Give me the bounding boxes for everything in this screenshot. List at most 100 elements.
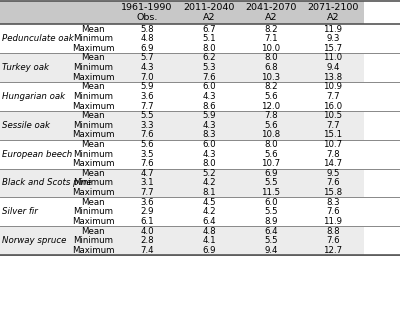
Text: 5.1: 5.1 [202, 34, 216, 43]
Text: 10.7: 10.7 [262, 159, 280, 168]
Bar [0, 188, 364, 198]
Text: 5.8: 5.8 [140, 25, 154, 33]
Bar [0, 236, 364, 246]
Bar [0, 53, 364, 63]
Text: 5.6: 5.6 [264, 149, 278, 159]
Bar [0, 130, 364, 140]
Text: 4.0: 4.0 [140, 227, 154, 235]
Text: 9.4: 9.4 [326, 63, 340, 72]
Text: 6.7: 6.7 [202, 25, 216, 33]
Text: 7.6: 7.6 [140, 131, 154, 139]
Text: Maximum: Maximum [72, 73, 114, 82]
Text: 9.3: 9.3 [326, 34, 340, 43]
Text: Mean: Mean [81, 53, 105, 62]
Text: 5.6: 5.6 [264, 121, 278, 130]
Text: 14.7: 14.7 [324, 159, 342, 168]
Text: 7.8: 7.8 [264, 111, 278, 120]
Text: 7.0: 7.0 [140, 73, 154, 82]
Text: 10.3: 10.3 [262, 73, 280, 82]
Text: Minimum: Minimum [73, 149, 113, 159]
Text: 6.0: 6.0 [202, 140, 216, 149]
Text: 3.5: 3.5 [140, 149, 154, 159]
Text: 7.7: 7.7 [140, 188, 154, 197]
Text: Sessile oak: Sessile oak [2, 121, 50, 130]
Text: Maximum: Maximum [72, 131, 114, 139]
Text: Silver fir: Silver fir [2, 207, 38, 216]
Text: 10.0: 10.0 [262, 44, 280, 53]
Text: Maximum: Maximum [72, 44, 114, 53]
Text: 8.0: 8.0 [264, 140, 278, 149]
Bar [0, 178, 364, 188]
Text: Mean: Mean [81, 111, 105, 120]
Bar [0, 168, 364, 178]
Text: 8.0: 8.0 [264, 53, 278, 62]
Bar [0, 63, 364, 72]
Text: Maximum: Maximum [72, 217, 114, 226]
Text: 5.7: 5.7 [140, 53, 154, 62]
Text: 10.7: 10.7 [324, 140, 342, 149]
Text: 7.8: 7.8 [326, 149, 340, 159]
Text: Turkey oak: Turkey oak [2, 63, 49, 72]
Bar [0, 149, 364, 159]
Text: 11.9: 11.9 [324, 25, 342, 33]
Text: 15.8: 15.8 [324, 188, 342, 197]
Text: 4.2: 4.2 [202, 179, 216, 187]
Text: Mean: Mean [81, 169, 105, 178]
Bar [0, 24, 364, 34]
Text: 4.7: 4.7 [140, 169, 154, 178]
Text: 5.6: 5.6 [264, 92, 278, 101]
Text: Minimum: Minimum [73, 63, 113, 72]
Text: 7.6: 7.6 [140, 159, 154, 168]
Text: 5.6: 5.6 [140, 140, 154, 149]
Text: Mean: Mean [81, 198, 105, 207]
Text: 6.8: 6.8 [264, 63, 278, 72]
Text: Norway spruce: Norway spruce [2, 236, 66, 245]
Bar [0, 226, 364, 236]
Bar [0, 120, 364, 130]
Text: 6.9: 6.9 [264, 169, 278, 178]
Text: 4.3: 4.3 [202, 149, 216, 159]
Text: Pedunculate oak: Pedunculate oak [2, 34, 74, 43]
Bar [0, 246, 364, 255]
Text: 11.9: 11.9 [324, 217, 342, 226]
Text: 2071-2100
A2: 2071-2100 A2 [307, 3, 359, 22]
Text: 12.7: 12.7 [324, 246, 342, 255]
Bar [0, 207, 364, 217]
Text: Mean: Mean [81, 140, 105, 149]
Text: 5.5: 5.5 [140, 111, 154, 120]
Bar [0, 217, 364, 226]
Text: 2.9: 2.9 [140, 207, 154, 216]
Text: 3.3: 3.3 [140, 121, 154, 130]
Text: 8.0: 8.0 [202, 159, 216, 168]
Text: 9.4: 9.4 [264, 246, 278, 255]
Text: 1961-1990
Obs.: 1961-1990 Obs. [121, 3, 173, 22]
Text: 12.0: 12.0 [262, 101, 280, 111]
Text: 7.6: 7.6 [326, 236, 340, 245]
Bar [0, 92, 364, 101]
Text: Minimum: Minimum [73, 236, 113, 245]
Text: 4.8: 4.8 [202, 227, 216, 235]
Bar [0, 82, 364, 92]
Text: 11.0: 11.0 [324, 53, 342, 62]
Text: 5.3: 5.3 [202, 63, 216, 72]
Text: 7.6: 7.6 [326, 207, 340, 216]
Text: 4.3: 4.3 [202, 121, 216, 130]
Text: 3.6: 3.6 [140, 198, 154, 207]
Text: Maximum: Maximum [72, 246, 114, 255]
Text: Maximum: Maximum [72, 188, 114, 197]
Text: 3.1: 3.1 [140, 179, 154, 187]
Text: 4.3: 4.3 [140, 63, 154, 72]
Text: 5.2: 5.2 [202, 169, 216, 178]
Bar [0, 34, 364, 44]
Text: 10.9: 10.9 [324, 82, 342, 91]
Text: Minimum: Minimum [73, 92, 113, 101]
Text: 16.0: 16.0 [324, 101, 342, 111]
Text: 6.4: 6.4 [264, 227, 278, 235]
Text: 8.6: 8.6 [202, 101, 216, 111]
Text: 7.7: 7.7 [326, 121, 340, 130]
Text: 15.1: 15.1 [324, 131, 342, 139]
Text: 8.3: 8.3 [202, 131, 216, 139]
Text: 7.6: 7.6 [326, 179, 340, 187]
Text: 4.5: 4.5 [202, 198, 216, 207]
Text: 6.1: 6.1 [140, 217, 154, 226]
